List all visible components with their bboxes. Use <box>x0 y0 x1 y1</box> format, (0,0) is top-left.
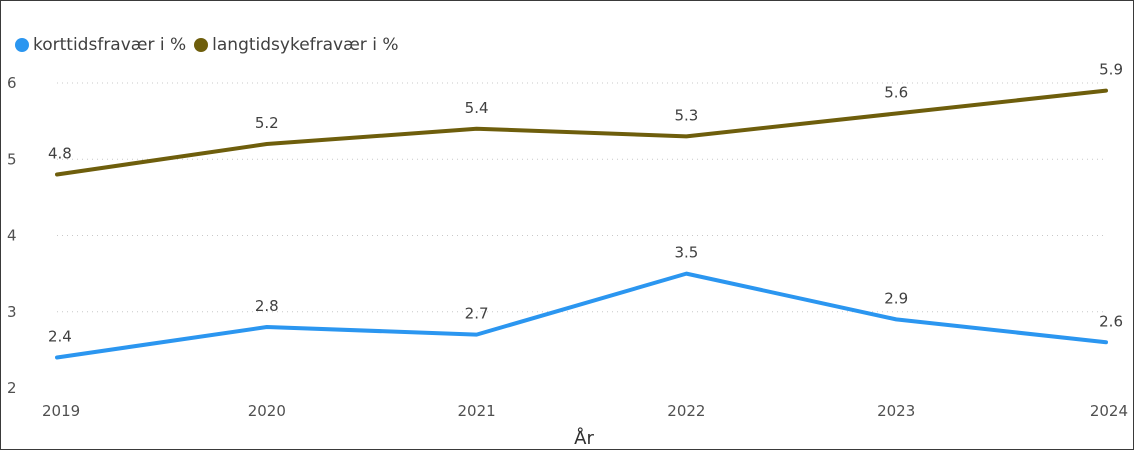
legend-dot-korttidsfravaer <box>15 38 29 52</box>
data-label: 2.6 <box>1099 312 1123 330</box>
data-label: 5.9 <box>1099 61 1123 79</box>
y-tick-label: 4 <box>7 227 17 245</box>
y-tick-label: 6 <box>7 74 17 92</box>
x-tick-label: 2021 <box>458 402 496 420</box>
legend-dot-langtidsykefravaer <box>194 38 209 52</box>
x-tick-label: 2024 <box>1090 402 1128 420</box>
data-label: 5.6 <box>884 84 908 102</box>
x-tick-label: 2022 <box>667 402 705 420</box>
data-label: 2.9 <box>884 289 908 307</box>
x-axis-title: År <box>574 427 594 449</box>
series-line-1[interactable] <box>55 88 1108 177</box>
y-tick-label: 3 <box>7 303 17 321</box>
data-label: 5.4 <box>465 99 489 117</box>
y-tick-label: 2 <box>7 379 17 397</box>
data-label: 4.8 <box>48 145 72 163</box>
data-label: 2.4 <box>48 328 72 346</box>
data-label: 5.3 <box>674 106 698 124</box>
legend-item-langtidsykefravaer[interactable]: langtidsykefravær i % <box>194 35 398 55</box>
x-tick-label: 2020 <box>248 402 286 420</box>
legend-label-langtidsykefravaer: langtidsykefravær i % <box>212 35 399 55</box>
data-label: 2.8 <box>255 297 279 315</box>
legend[interactable]: korttidsfravær i % langtidsykefravær i % <box>15 35 406 55</box>
x-tick-label: 2023 <box>877 402 915 420</box>
data-label: 5.2 <box>255 114 279 132</box>
legend-label-korttidsfravaer: korttidsfravær i % <box>33 35 187 55</box>
y-tick-label: 5 <box>7 150 17 168</box>
x-tick-label: 2019 <box>42 402 80 420</box>
series-line-0[interactable] <box>55 271 1108 360</box>
data-label: 2.7 <box>465 305 489 323</box>
data-label: 3.5 <box>674 244 698 262</box>
legend-item-korttidsfravaer[interactable]: korttidsfravær i % <box>15 35 186 55</box>
